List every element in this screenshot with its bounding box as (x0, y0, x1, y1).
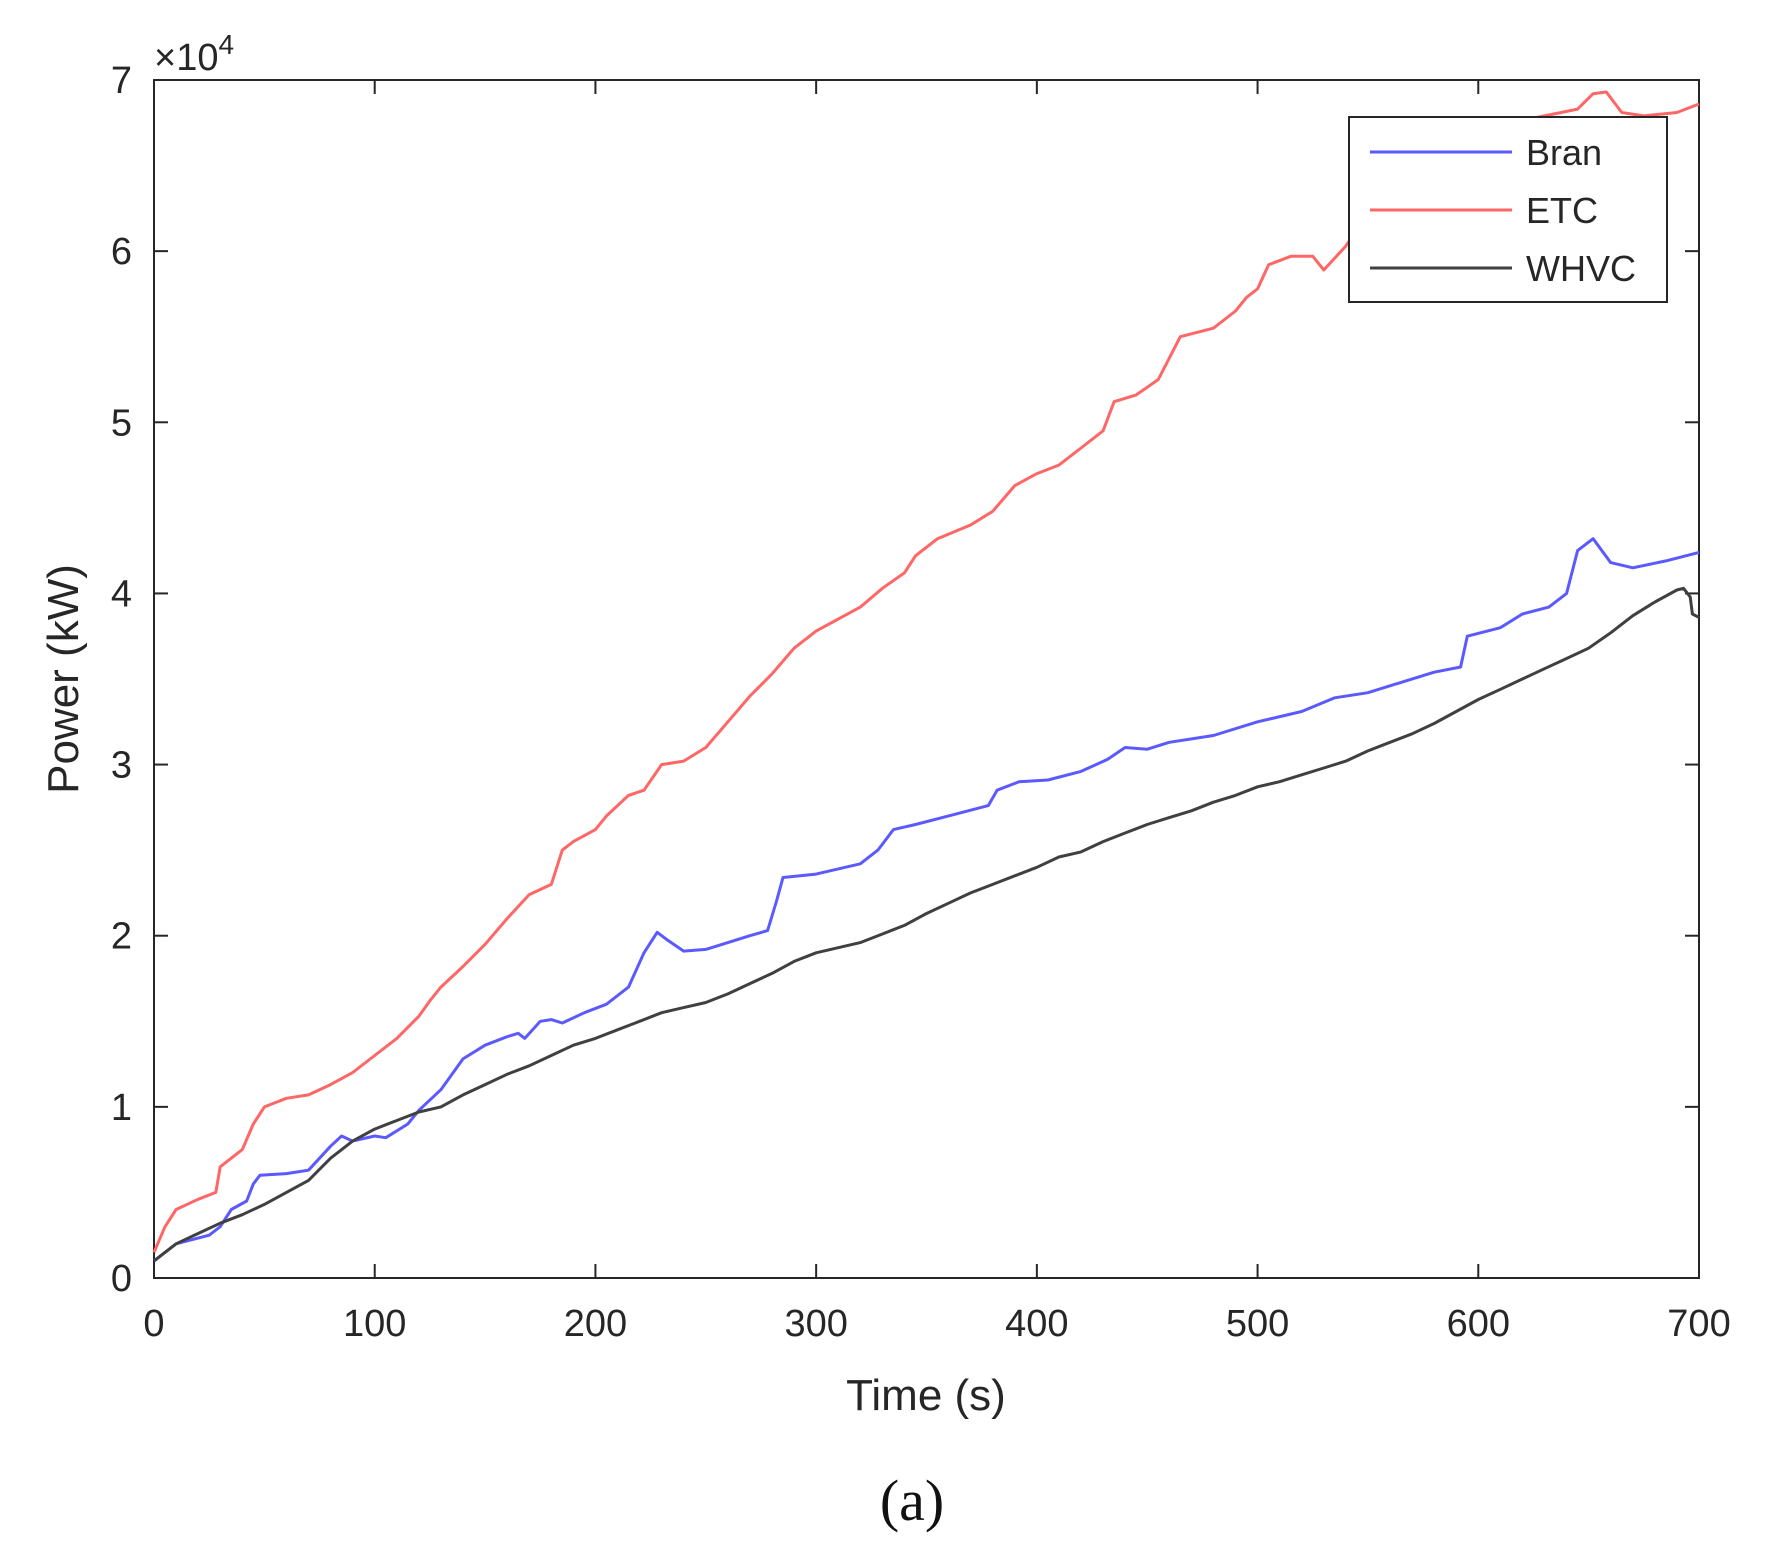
y-axis-title: Power (kW) (39, 564, 88, 794)
x-tick-label: 500 (1226, 1303, 1289, 1345)
y-axis-ticks: 0 1 2 3 4 5 6 7 (111, 60, 1699, 1300)
legend-label-etc: ETC (1526, 190, 1598, 231)
y-tick-label: 1 (111, 1087, 132, 1129)
x-tick-label: 200 (564, 1303, 627, 1345)
y-tick-label: 6 (111, 231, 132, 273)
legend: Bran ETC WHVC (1348, 116, 1668, 303)
x-tick-label: 300 (784, 1303, 847, 1345)
y-tick-label: 7 (111, 60, 132, 102)
x-axis-ticks: 0 100 200 300 400 500 600 700 (143, 80, 1731, 1345)
y-exponent-base: ×10 (154, 37, 218, 79)
x-tick-label: 400 (1005, 1303, 1068, 1345)
y-tick-label: 3 (111, 745, 132, 787)
figure-caption: (a) (880, 1468, 944, 1533)
y-exponent-label: ×104 (154, 29, 234, 79)
legend-label-whvc: WHVC (1526, 248, 1636, 289)
y-tick-label: 2 (111, 916, 132, 958)
x-tick-label: 600 (1447, 1303, 1510, 1345)
legend-label-bran: Bran (1526, 132, 1602, 173)
x-tick-label: 700 (1667, 1303, 1730, 1345)
y-tick-label: 5 (111, 402, 132, 444)
y-tick-label: 4 (111, 573, 132, 615)
series-line-whvc (153, 586, 1700, 1263)
x-axis-title: Time (s) (846, 1371, 1006, 1420)
y-tick-label: 0 (111, 1258, 132, 1300)
x-tick-label: 0 (143, 1303, 164, 1345)
y-exponent-power: 4 (218, 29, 234, 60)
x-tick-label: 100 (343, 1303, 406, 1345)
